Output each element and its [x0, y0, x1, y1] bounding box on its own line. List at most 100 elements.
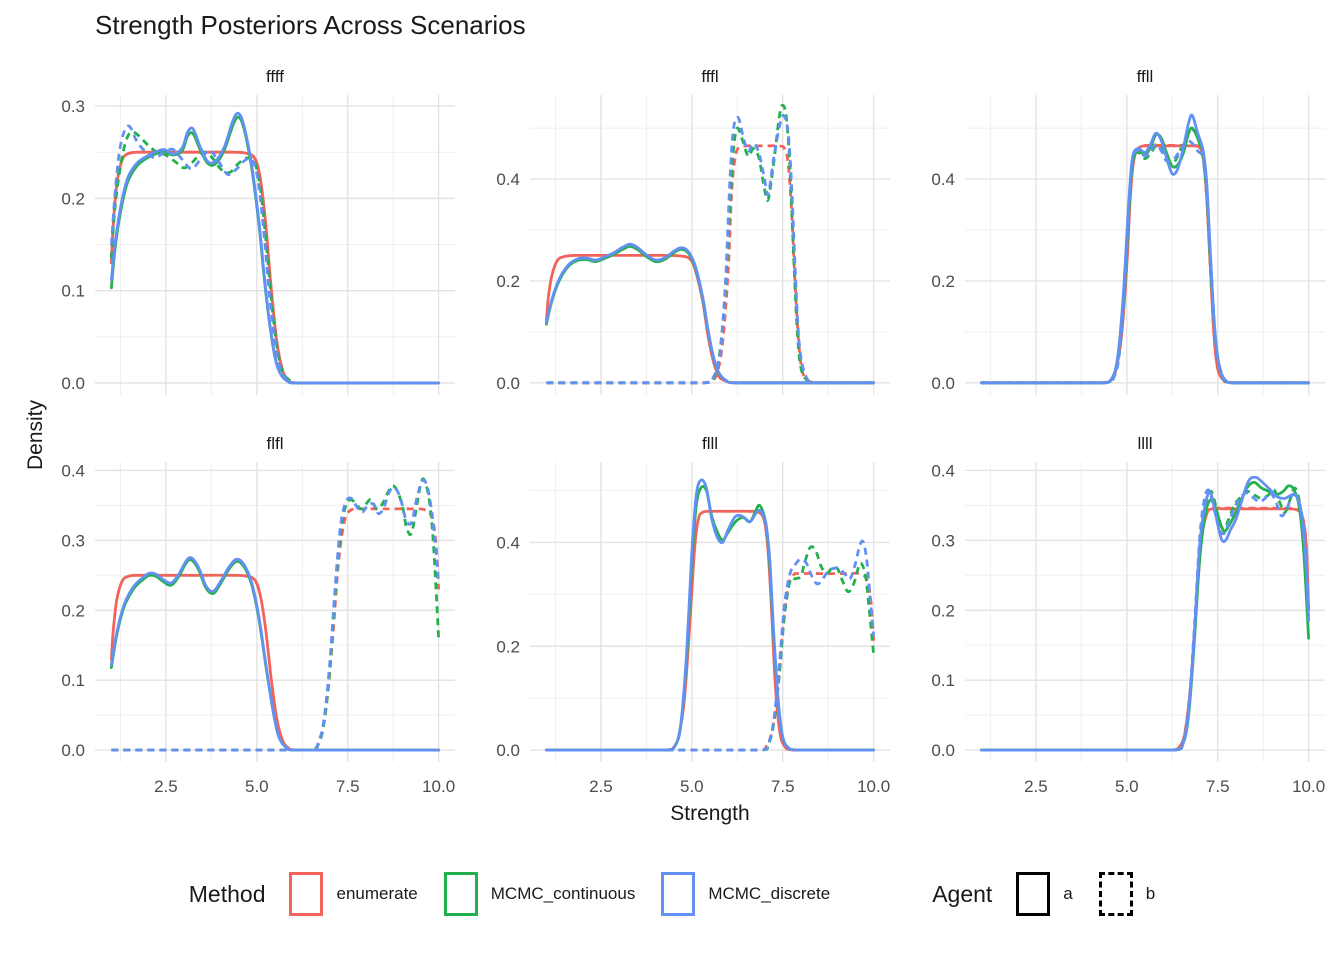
density-curve-enumerate-b — [111, 507, 440, 752]
facet-label-ffff: ffff — [266, 67, 284, 86]
facet-plot-llll: 0.0 0.1 0.2 0.3 0.4 2.5 5.0 7.5 10.0 — [931, 461, 1325, 796]
density-curve-MCMC_continuous-b — [981, 486, 1310, 752]
density-curve-MCMC_discrete-b — [546, 113, 874, 385]
x-tick-label: 2.5 — [1024, 777, 1048, 796]
legend-item-agent-b: b — [1098, 872, 1156, 916]
legend-method-group: Method enumerate MCMC_continuous MCMC_disc… — [189, 872, 830, 916]
y-tick-label: 0.4 — [496, 170, 520, 189]
x-tick-label: 5.0 — [245, 777, 269, 796]
y-tick-label: 0.4 — [931, 461, 955, 480]
legend-label-agent-b: b — [1145, 884, 1156, 903]
y-tick-label: 0.2 — [61, 189, 85, 208]
density-curve-MCMC_continuous-b — [981, 128, 1309, 385]
y-tick-label: 0.1 — [61, 671, 85, 690]
x-tick-label: 2.5 — [154, 777, 178, 796]
density-curve-enumerate-a — [545, 253, 875, 385]
density-curve-MCMC_discrete-b — [981, 488, 1310, 752]
y-tick-label: 0.3 — [61, 531, 85, 550]
density-curve-enumerate-a — [980, 144, 1310, 385]
x-tick-label: 7.5 — [771, 777, 795, 796]
density-curve-MCMC_discrete-a — [110, 556, 440, 752]
y-tick-label: 0.2 — [61, 601, 85, 620]
x-tick-label: 2.5 — [589, 777, 613, 796]
density-curve-enumerate-a — [545, 509, 875, 752]
x-axis-title: Strength — [670, 802, 750, 825]
y-tick-label: 0.1 — [931, 671, 955, 690]
legend-key-agent-b — [1098, 872, 1133, 916]
legend-method-items: enumerate MCMC_continuous MCMC_discrete — [289, 872, 830, 916]
y-tick-label: 0.2 — [496, 637, 520, 656]
y-tick-label: 0.0 — [61, 374, 85, 393]
density-curve-MCMC_discrete-b — [111, 478, 440, 752]
density-curve-MCMC_discrete-b — [546, 539, 875, 752]
facet-plot-ffll: 0.0 0.2 0.4 — [931, 95, 1325, 395]
legend-key-MCMC_continuous — [443, 872, 478, 916]
x-tick-label: 10.0 — [1292, 777, 1325, 796]
density-curve-enumerate-a — [980, 507, 1310, 752]
legend-item-MCMC_discrete: MCMC_discrete — [661, 872, 830, 916]
y-tick-label: 0.2 — [496, 272, 520, 291]
y-tick-label: 0.0 — [496, 741, 520, 760]
x-tick-label: 7.5 — [1206, 777, 1230, 796]
y-tick-label: 0.3 — [61, 97, 85, 116]
y-tick-label: 0.2 — [931, 272, 955, 291]
legend-key-MCMC_discrete — [661, 872, 696, 916]
legend-item-enumerate: enumerate — [289, 872, 418, 916]
legend-label-MCMC_discrete: MCMC_discrete — [708, 884, 831, 903]
legend-item-MCMC_continuous: MCMC_continuous — [443, 872, 636, 916]
facet-plot-flfl: 0.0 0.1 0.2 0.3 0.4 2.5 5.0 7.5 10.0 — [61, 461, 455, 796]
x-tick-label: 7.5 — [336, 777, 360, 796]
y-tick-label: 0.0 — [931, 374, 955, 393]
legend-key-agent-a — [1016, 872, 1051, 916]
facet-plot-fffl: 0.0 0.2 0.4 — [496, 95, 890, 395]
legend-label-agent-a: a — [1063, 884, 1073, 903]
density-curve-MCMC_discrete-a — [980, 475, 1310, 752]
facet-label-fffl: fffl — [701, 67, 719, 86]
density-curve-MCMC_discrete-a — [545, 478, 875, 752]
density-curve-enumerate-b — [981, 143, 1309, 385]
facet-label-ffll: ffll — [1136, 67, 1154, 86]
y-tick-label: 0.0 — [61, 741, 85, 760]
density-curve-MCMC_continuous-a — [545, 244, 875, 385]
facet-label-llll: llll — [1137, 434, 1153, 453]
density-curve-MCMC_continuous-b — [110, 130, 439, 385]
y-tick-label: 0.4 — [496, 533, 520, 552]
legend-agent-title: Agent — [932, 880, 993, 907]
y-tick-label: 0.3 — [931, 531, 955, 550]
facet-plot-ffff: 0.0 0.1 0.2 0.3 — [61, 95, 455, 395]
density-curve-enumerate-b — [110, 150, 439, 385]
x-tick-label: 5.0 — [1115, 777, 1139, 796]
y-tick-label: 0.4 — [931, 170, 955, 189]
facet-label-flll: flll — [701, 434, 719, 453]
legend-key-enumerate — [289, 872, 324, 916]
x-tick-label: 10.0 — [422, 777, 455, 796]
density-curve-enumerate-a — [110, 150, 440, 385]
legend-label-enumerate: enumerate — [336, 884, 418, 903]
density-curve-MCMC_discrete-a — [110, 111, 440, 385]
density-curve-MCMC_continuous-a — [980, 126, 1310, 385]
legend: Method enumerate MCMC_continuous MCMC_disc… — [0, 872, 1344, 916]
y-tick-label: 0.0 — [931, 741, 955, 760]
y-tick-label: 0.4 — [61, 461, 85, 480]
density-curve-MCMC_discrete-a — [545, 242, 875, 385]
y-tick-label: 0.0 — [496, 374, 520, 393]
density-curve-MCMC_discrete-b — [981, 139, 1309, 385]
x-tick-label: 10.0 — [857, 777, 890, 796]
y-tick-label: 0.2 — [931, 601, 955, 620]
legend-label-MCMC_continuous: MCMC_continuous — [490, 884, 636, 903]
legend-method-title: Method — [188, 880, 266, 907]
density-curve-MCMC_continuous-a — [545, 485, 875, 752]
x-tick-label: 5.0 — [680, 777, 704, 796]
facet-plot-flll: 0.0 0.2 0.4 2.5 5.0 7.5 10.0 — [496, 462, 890, 796]
facet-label-flfl: flfl — [266, 434, 284, 453]
plot-title: Strength Posteriors Across Scenarios — [95, 10, 526, 40]
legend-item-agent-a: a — [1016, 872, 1073, 916]
density-curve-enumerate-b — [981, 506, 1310, 752]
density-curve-enumerate-b — [546, 571, 875, 752]
density-curve-MCMC_discrete-b — [110, 124, 439, 385]
density-curve-MCMC_continuous-a — [980, 480, 1310, 752]
y-tick-label: 0.1 — [61, 282, 85, 301]
